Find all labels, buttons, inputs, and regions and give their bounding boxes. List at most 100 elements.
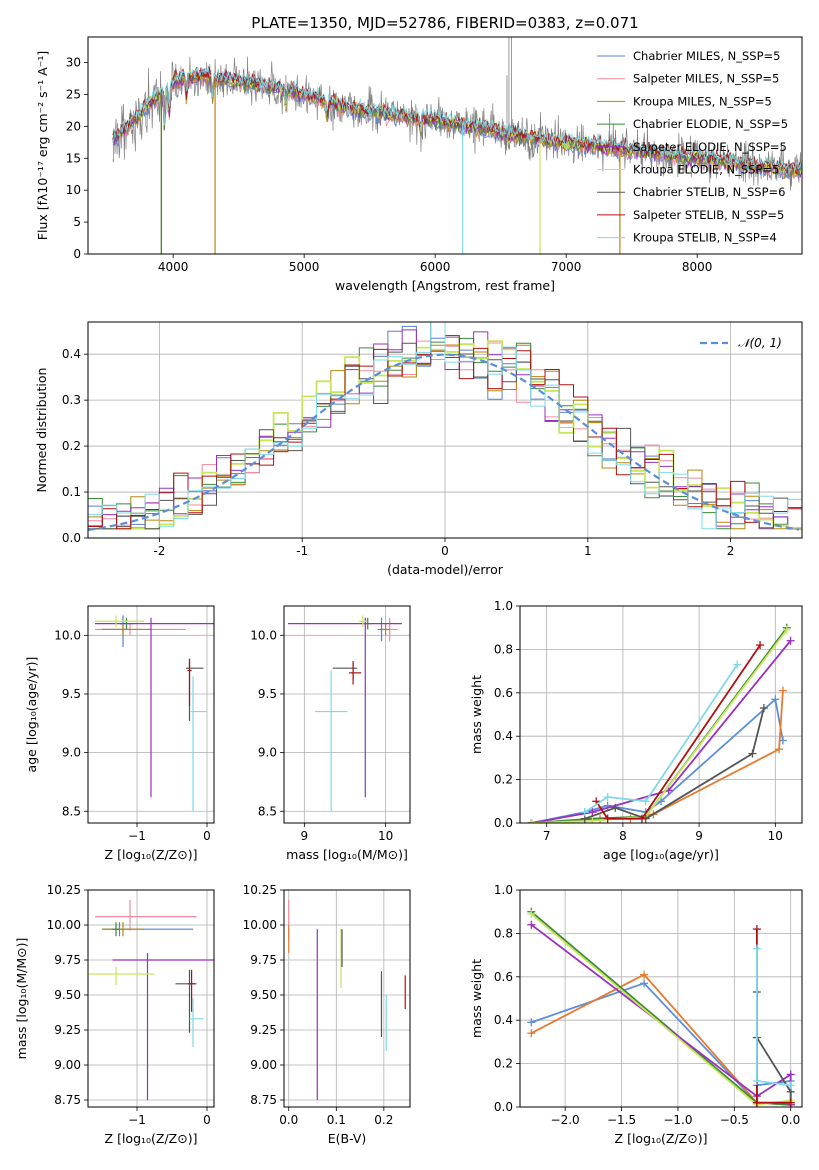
y-tick-label: 0.0 [494, 816, 513, 830]
y-tick-label: 10.25 [47, 883, 81, 897]
x-tick-label: 6000 [420, 260, 451, 274]
x-tick-label: 7000 [551, 260, 582, 274]
y-tick-label: 0.4 [494, 729, 513, 743]
axes-frame [519, 889, 803, 1108]
y-tick-label: 0.6 [494, 686, 513, 700]
x-tick-label: 0.0 [781, 1113, 800, 1127]
legend-entry: Salpeter MILES, N_SSP=5 [633, 72, 779, 86]
chart-title: PLATE=1350, MJD=52786, FIBERID=0383, z=0… [251, 14, 638, 32]
x-tick-label: 0.1 [327, 1113, 346, 1127]
panel-spectrum: 4000 5000 6000 7000 8000 0 5 10 15 20 25 30 waveleng… [35, 36, 803, 293]
histogram-kroupa_stelib [88, 322, 802, 530]
y-tick-label: 9.00 [250, 1058, 277, 1072]
x-tick-label: 9 [695, 829, 703, 843]
y-tick-label: 15 [66, 151, 81, 165]
y-tick-label: 9.0 [62, 746, 81, 760]
x-tick-label: 0.0 [279, 1113, 298, 1127]
x-axis-label: Z [log₁₀(Z/Z⊙)] [105, 1131, 198, 1146]
series-line-orange [530, 973, 791, 1106]
x-axis-label: mass [log₁₀(M/M⊙)] [286, 847, 408, 862]
plot-area [88, 899, 214, 1100]
legend-entry: Kroupa ELODIE, N_SSP=5 [633, 163, 779, 177]
x-axis-label: age [log₁₀(age/yr)] [603, 847, 719, 862]
y-tick-label: 9.50 [54, 988, 81, 1002]
y-tick-label: 0 [73, 247, 81, 261]
y-tick-label: 1.0 [494, 599, 513, 613]
x-axis-label: (data-model)/error [387, 562, 504, 577]
panel-age_vs_mass: 9 10 8.5 9.0 9.5 10.0 mass [log₁₀(M/M⊙)] [250, 605, 411, 862]
series-line-salpeter_stelib [756, 929, 791, 1104]
x-axis-label: wavelength [Angstrom, rest frame] [335, 278, 555, 293]
y-tick-label: 0.2 [494, 1057, 513, 1071]
y-tick-label: 10.0 [250, 628, 277, 642]
y-axis-label: mass weight [469, 959, 484, 1038]
panel-residuals: -2 -1 0 1 2 0.0 0.1 0.2 0.3 0.4 (data-model)/error… [34, 321, 803, 577]
y-tick-label: 0.0 [62, 531, 81, 545]
y-tick-label: 5 [73, 215, 81, 229]
x-tick-label: 9 [301, 829, 309, 843]
x-tick-label: 8000 [682, 260, 713, 274]
model-spectrum-kroupa_stelib [112, 66, 802, 175]
plot-area [288, 615, 402, 812]
y-tick-label: 8.5 [258, 804, 277, 818]
x-tick-label: -2 [153, 544, 165, 558]
legend-entry: Chabrier ELODIE, N_SSP=5 [633, 117, 788, 131]
y-axis-label: mass [log₁₀(M/M⊙)] [14, 938, 29, 1060]
plot-area [288, 899, 406, 1100]
x-tick-label: 10 [378, 829, 393, 843]
normal-distribution-curve [88, 353, 800, 531]
y-tick-label: 0.2 [494, 773, 513, 787]
y-tick-label: 9.25 [250, 1023, 277, 1037]
y-tick-label: 0.8 [494, 642, 513, 656]
x-tick-label: −2.0 [551, 1113, 580, 1127]
axes-frame [283, 889, 411, 1108]
series-line-salpeter_elodie [531, 640, 792, 823]
x-tick-label: 8 [619, 829, 627, 843]
x-tick-label: -1 [296, 544, 308, 558]
y-tick-label: 9.50 [250, 988, 277, 1002]
y-tick-label: 8.75 [54, 1093, 81, 1107]
series-line-chabrier_stelib [584, 707, 765, 820]
x-tick-label: 4000 [158, 260, 189, 274]
y-tick-label: 10.00 [47, 918, 81, 932]
legend-entry: Salpeter ELODIE, N_SSP=5 [633, 140, 787, 154]
y-tick-label: 0.8 [494, 926, 513, 940]
y-tick-label: 20 [66, 119, 81, 133]
series-line-blue [531, 982, 791, 1105]
series-line-salpeter_elodie [530, 923, 792, 1105]
x-tick-label: 0.2 [374, 1113, 393, 1127]
y-tick-label: 8.75 [250, 1093, 277, 1107]
y-axis-label: age [log₁₀(age/yr)] [24, 657, 39, 773]
y-tick-label: 10.25 [243, 883, 277, 897]
panel-weight_vs_Z: −2.0 −1.5 −1.0 −0.5 0.0 0.0 0.2 0.4 0.6 0.8 1.0 Z [… [469, 883, 803, 1146]
y-tick-label: 0.3 [62, 393, 81, 407]
x-axis-label: E(B-V) [328, 1131, 367, 1146]
axes-frame [87, 36, 803, 255]
x-tick-label: 5000 [289, 260, 320, 274]
y-tick-label: 9.0 [258, 746, 277, 760]
axes-frame [87, 605, 215, 824]
y-tick-label: 9.75 [54, 953, 81, 967]
y-tick-label: 0.4 [494, 1013, 513, 1027]
legend-entry: Kroupa MILES, N_SSP=5 [633, 94, 772, 108]
x-axis-label: Z [log₁₀(Z/Z⊙)] [615, 1131, 708, 1146]
y-tick-label: 9.75 [250, 953, 277, 967]
x-tick-label: 0 [203, 829, 211, 843]
axes-frame [283, 605, 411, 824]
axes-frame [87, 321, 803, 539]
y-tick-label: 0.1 [62, 485, 81, 499]
x-tick-label: 2 [727, 544, 735, 558]
axes-frame [519, 605, 803, 824]
plot-area [95, 615, 214, 812]
x-tick-label: 0 [203, 1113, 211, 1127]
y-tick-label: 9.25 [54, 1023, 81, 1037]
legend-entry: Kroupa STELIB, N_SSP=4 [633, 231, 777, 245]
plot-area [527, 623, 795, 823]
panel-mass_vs_Z: −1 0 8.75 9.00 9.25 9.50 9.75 10.00 10.25 Z [log₁… [14, 883, 215, 1146]
plot-area [527, 907, 795, 1107]
x-axis-label: Z [log₁₀(Z/Z⊙)] [105, 847, 198, 862]
y-tick-label: 10.0 [54, 628, 81, 642]
plot-area [88, 322, 802, 531]
x-tick-label: 1 [584, 544, 592, 558]
